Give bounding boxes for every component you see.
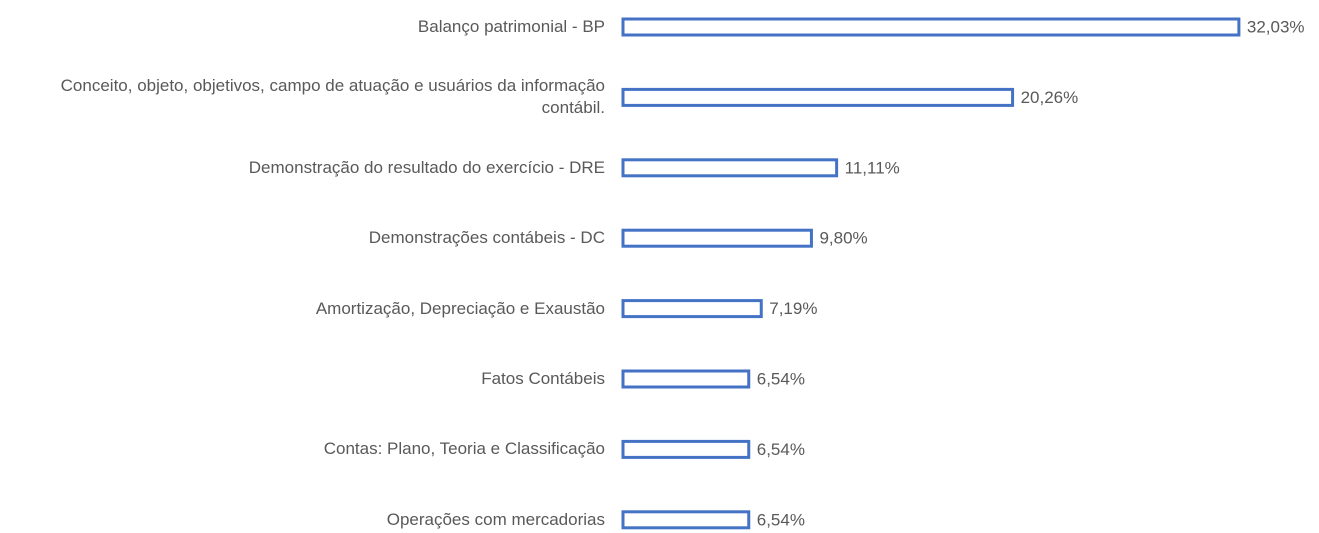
data-label: 6,54% [757, 440, 805, 459]
bar [621, 369, 751, 389]
data-label: 7,19% [769, 299, 817, 318]
bar [621, 228, 813, 248]
category-label: Contas: Plano, Teoria e Classificação [323, 439, 605, 459]
bar [621, 158, 839, 178]
category-label: Balanço patrimonial - BP [417, 17, 605, 36]
bar [621, 87, 1015, 107]
data-label: 9,80% [819, 229, 867, 248]
data-label: 6,54% [757, 369, 805, 388]
data-label: 11,11% [845, 158, 900, 177]
category-label: Fatos Contábeis [481, 369, 605, 388]
bar [621, 17, 1241, 37]
bar [621, 510, 751, 530]
data-label: 32,03% [1247, 17, 1305, 36]
data-label: 6,54% [757, 510, 805, 529]
category-label: Demonstração do resultado do exercício -… [248, 157, 605, 177]
category-label: Operações com mercadorias [386, 509, 605, 529]
category-label: Amortização, Depreciação e Exaustão [315, 298, 605, 318]
category-label: Demonstrações contábeis - DC [368, 228, 605, 248]
data-label: 20,26% [1021, 88, 1079, 107]
bar [621, 299, 763, 319]
bar [621, 439, 751, 459]
category-label: Conceito, objeto, objetivos, campo de at… [60, 76, 605, 118]
